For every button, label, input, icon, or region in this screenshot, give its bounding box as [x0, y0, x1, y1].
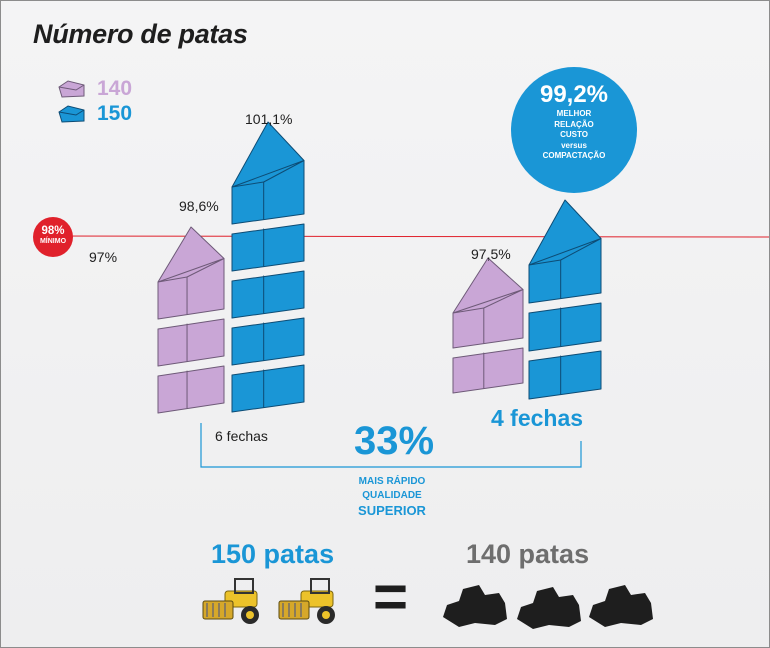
best-ratio-line: MELHOR — [556, 109, 592, 118]
comparison-line-1: MAIS RÁPIDO — [358, 476, 426, 487]
minimum-value: 98% — [41, 225, 65, 237]
legend-item-150: 150 — [57, 102, 132, 126]
comparison-line-3: SUPERIOR — [358, 503, 426, 518]
roller-icon — [278, 578, 335, 624]
roller-silhouette-icon — [443, 585, 507, 627]
bottom-label-140: 140 patas — [466, 539, 590, 569]
best-ratio-line: COMPACTAÇÃO — [542, 151, 606, 160]
block-150-1-5-ridge — [231, 160, 305, 188]
block-140-1-1 — [157, 365, 225, 414]
best-ratio-line: CUSTO — [560, 130, 588, 139]
roller-icon — [202, 578, 259, 624]
block-140-1-2 — [157, 318, 225, 367]
passes-label-group1: 6 fechas — [215, 428, 268, 444]
data-label-150-group1: 101,1% — [245, 111, 293, 127]
best-ratio-line: RELAÇÃO — [554, 119, 594, 129]
blue-block-icon — [58, 105, 85, 123]
data-label-140-high: 98,6% — [179, 198, 219, 214]
best-ratio-badge: 99,2% MELHOR RELAÇÃO CUSTO versus COMPAC… — [511, 67, 637, 193]
block-stacks — [157, 121, 602, 414]
legend-label-140: 140 — [97, 77, 133, 100]
block-150-2-2 — [528, 302, 602, 352]
block-150-2-1 — [528, 350, 602, 400]
block-150-1-4 — [231, 223, 305, 272]
comparison-bracket — [200, 423, 582, 468]
block-150-2-3-ridge — [528, 238, 602, 266]
roller-silhouette-icon — [589, 585, 653, 627]
data-label-140-group2: 97,5% — [471, 246, 511, 262]
comparison-value: 33% — [353, 419, 435, 463]
equals-sign: = — [373, 563, 409, 630]
roller-silhouette-icon — [517, 587, 581, 629]
data-label-140-low: 97% — [89, 249, 118, 265]
block-140-2-1 — [452, 347, 524, 394]
block-140-2-2 — [452, 257, 524, 349]
passes-label-group2: 4 fechas — [491, 405, 584, 431]
best-ratio-line: versus — [561, 140, 587, 150]
page-title: Número de patas — [33, 19, 248, 49]
best-ratio-value: 99,2% — [539, 81, 609, 108]
block-140-1-3-ridge — [157, 258, 225, 283]
minimum-reference-line — [46, 235, 769, 238]
block-140-2-2-ridge — [452, 289, 524, 314]
block-140-1-3 — [157, 226, 225, 320]
comparison-line-2: QUALIDADE — [362, 490, 422, 501]
block-150-1-3 — [231, 270, 305, 319]
block-150-1-2 — [231, 317, 305, 366]
minimum-label: MÍNIMO — [39, 238, 67, 245]
minimum-badge: 98% MÍNIMO — [33, 217, 73, 257]
lilac-block-icon — [58, 80, 85, 98]
block-150-1-1 — [231, 364, 305, 413]
bottom-label-150: 150 patas — [211, 539, 335, 569]
legend-item-140: 140 — [57, 77, 132, 101]
legend-label-150: 150 — [97, 102, 133, 125]
block-150-1-5 — [231, 121, 305, 225]
